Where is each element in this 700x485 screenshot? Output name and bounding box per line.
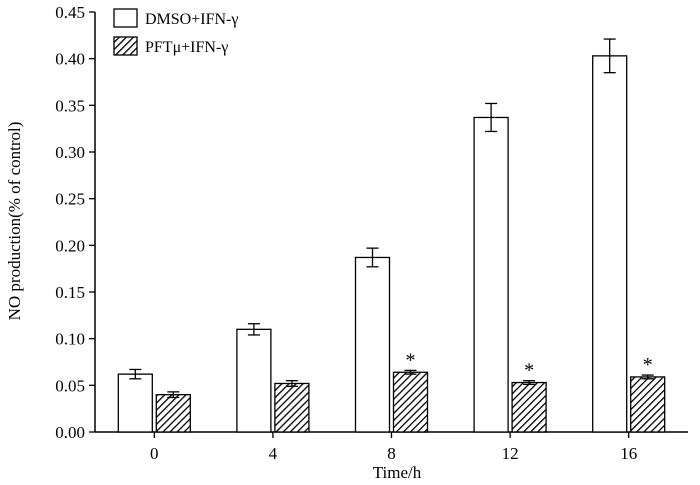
bar-dmso [117,373,153,433]
x-tick-label: 16 [620,444,637,463]
x-ticks-group: 0 4 8 12 16 [150,432,637,463]
significance-asterisk: * [524,360,534,382]
bar-dmso [236,328,272,433]
y-tick-label: 0.40 [55,50,85,69]
bar-dmso [592,55,628,433]
y-ticks-group: 0.00 0.05 0.10 0.15 0.20 0.25 0.30 0.35 0.40 0.45 [55,3,95,442]
y-tick-label: 0.25 [55,190,85,209]
legend-swatch-pftu [113,36,138,56]
y-tick-label: 0.00 [55,423,85,442]
y-tick-label: 0.20 [55,236,85,255]
y-axis-title: NO production(% of control) [5,122,24,321]
x-tick-label: 8 [387,444,396,463]
significance-asterisk: * [643,354,653,376]
y-tick-label: 0.15 [55,283,85,302]
y-tick-label: 0.45 [55,3,85,22]
bar-dmso [354,256,391,433]
legend: DMSO+IFN-γ PFTμ+IFN-γ [113,8,238,56]
bar-pftu [630,376,666,433]
x-tick-label: 12 [502,444,519,463]
bar-pftu [392,371,429,433]
bar-pftu [155,394,191,433]
x-tick-label: 0 [150,444,159,463]
bar-pftu [511,381,547,433]
significance-asterisk: * [406,349,416,371]
x-tick-label: 4 [269,444,278,463]
error-bars-group [129,38,654,399]
legend-label-pftu: PFTμ+IFN-γ [145,39,228,56]
legend-swatch-dmso [113,8,138,28]
x-axis-title: Time/h [373,463,422,482]
y-tick-label: 0.35 [55,96,85,115]
y-tick-label: 0.30 [55,143,85,162]
y-tick-label: 0.10 [55,330,85,349]
bar-pftu [274,382,310,433]
annotations-group: * * * [406,349,653,381]
y-tick-label: 0.05 [55,376,85,395]
bars-group [117,55,666,433]
legend-label-dmso: DMSO+IFN-γ [145,11,238,28]
bar-dmso [473,116,509,433]
